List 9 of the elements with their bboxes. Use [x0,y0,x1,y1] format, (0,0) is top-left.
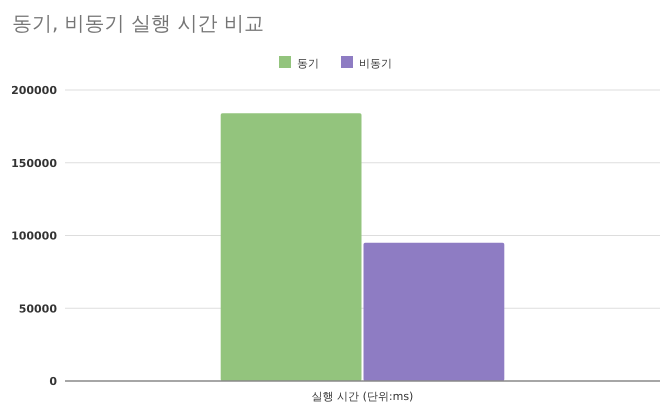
chart-title: 동기, 비동기 실행 시간 비교 [12,11,264,35]
y-tick-label: 150000 [11,156,58,170]
y-tick-label: 50000 [18,302,58,316]
legend-label: 동기 [297,57,319,70]
legend-label: 비동기 [359,57,392,70]
y-tick-label: 200000 [11,84,58,97]
y-tick-label: 0 [49,375,58,388]
x-tick-label: 실행 시간 (단위:ms) [312,390,414,403]
y-tick-label: 100000 [11,230,58,242]
